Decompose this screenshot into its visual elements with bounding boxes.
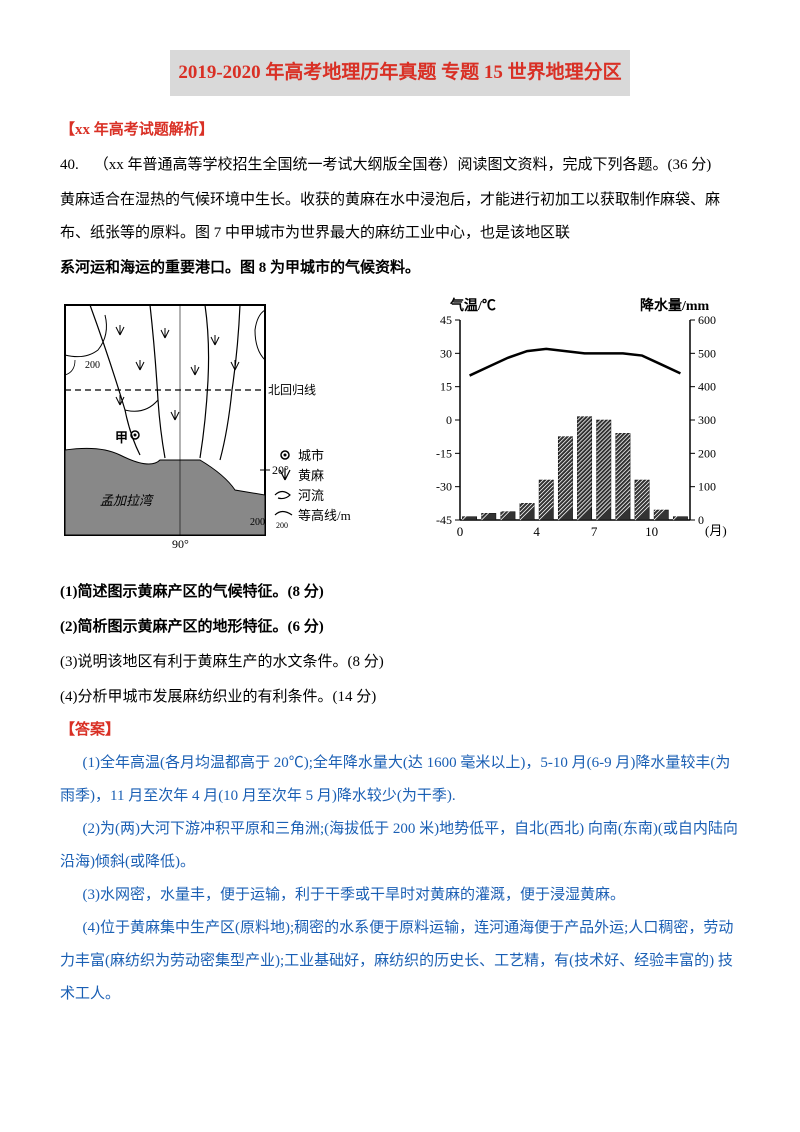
sea-label: 孟加拉湾 [100, 493, 154, 508]
svg-text:500: 500 [698, 346, 716, 360]
temp-axis-label: 气温/℃ [449, 297, 496, 314]
svg-text:7: 7 [591, 524, 598, 539]
svg-text:0: 0 [698, 513, 704, 527]
legend-jute: 黄麻 [298, 468, 324, 483]
q-intro: （xx 年普通高等学校招生全国统一考试大纲版全国卷）阅读图文资料，完成下列各题。… [94, 157, 712, 173]
legend-city: 城市 [298, 448, 324, 463]
q-number: 40. [60, 157, 79, 173]
answer-4: (4)位于黄麻集中生产区(原料地);稠密的水系便于原料运输，连河通海便于产品外运… [60, 912, 740, 1011]
svg-text:0: 0 [446, 413, 452, 427]
figures-row: 200 200 北回归线 20° 90° [60, 295, 740, 568]
svg-text:-15: -15 [436, 446, 452, 460]
svg-text:15: 15 [440, 379, 452, 393]
sub-question-2: (2)简析图示黄麻产区的地形特征。(6 分) [60, 611, 740, 644]
answer-1: (1)全年高温(各月均温都高于 20℃);全年降水量大(达 1600 毫米以上)… [60, 747, 740, 813]
section-heading-analysis: 【xx 年高考试题解析】 [60, 114, 740, 147]
map-figure: 200 200 北回归线 20° 90° [60, 300, 360, 563]
svg-text:600: 600 [698, 313, 716, 327]
svg-text:0: 0 [457, 524, 464, 539]
svg-text:-30: -30 [436, 479, 452, 493]
svg-text:400: 400 [698, 379, 716, 393]
svg-text:45: 45 [440, 313, 452, 327]
contour-label-200b: 200 [250, 517, 265, 528]
precip-axis-label: 降水量/mm [640, 297, 710, 314]
svg-text:30: 30 [440, 346, 452, 360]
svg-text:10: 10 [645, 524, 658, 539]
month-unit: (月) [705, 523, 727, 538]
lon90-label: 90° [172, 537, 189, 550]
document-title: 2019-2020 年高考地理历年真题 专题 15 世界地理分区 [170, 50, 629, 96]
svg-text:-45: -45 [436, 513, 452, 527]
question-text-2: 系河运和海运的重要港口。图 8 为甲城市的气候资料。 [60, 252, 740, 285]
sub-question-4: (4)分析甲城市发展麻纺织业的有利条件。(14 分) [60, 681, 740, 714]
legend-contour: 等高线/m [298, 508, 351, 523]
svg-text:300: 300 [698, 413, 716, 427]
sub-question-3: (3)说明该地区有利于黄麻生产的水文条件。(8 分) [60, 646, 740, 679]
contour-label-200a: 200 [85, 360, 100, 371]
legend-river: 河流 [298, 488, 324, 503]
svg-text:100: 100 [698, 479, 716, 493]
question-text-1: 黄麻适合在湿热的气候环境中生长。收获的黄麻在水中浸泡后，才能进行初加工以获取制作… [60, 184, 740, 250]
sub-question-1: (1)简述图示黄麻产区的气候特征。(8 分) [60, 576, 740, 609]
map-legend: 城市 黄麻 河流 200 等高线/m [275, 448, 351, 530]
jia-label: 甲 [115, 430, 128, 445]
tropic-label: 北回归线 [268, 383, 316, 397]
legend-contour-val: 200 [276, 521, 288, 530]
svg-text:4: 4 [533, 524, 540, 539]
answer-heading: 【答案】 [60, 714, 740, 747]
question-number-intro: 40. （xx 年普通高等学校招生全国统一考试大纲版全国卷）阅读图文资料，完成下… [60, 149, 740, 182]
climate-chart: 气温/℃ 降水量/mm 4530150-15-30-45 60050040030… [410, 295, 740, 568]
answer-2: (2)为(两)大河下游冲积平原和三角洲;(海拔低于 200 米)地势低平，自北(… [60, 813, 740, 879]
svg-text:200: 200 [698, 446, 716, 460]
answer-3: (3)水网密，水量丰，便于运输，利于干季或干旱时对黄麻的灌溉，便于浸湿黄麻。 [60, 879, 740, 912]
